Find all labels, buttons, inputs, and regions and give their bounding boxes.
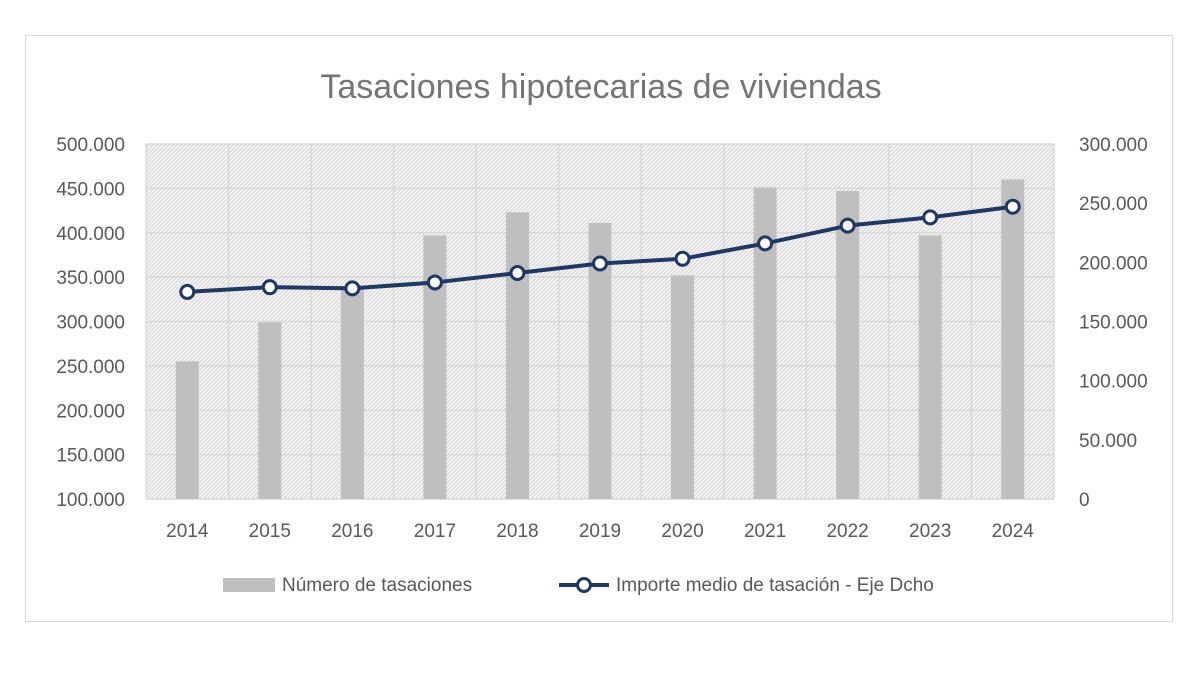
bar-2015: [258, 322, 282, 499]
y-right-tick-label: 0: [1079, 490, 1090, 511]
x-tick-label: 2022: [826, 521, 868, 542]
y-left-tick-label: 400.000: [56, 224, 125, 245]
y-right-tick-label: 200.000: [1079, 253, 1148, 274]
bar-2020: [671, 275, 695, 499]
y-right-tick-label: 150.000: [1079, 313, 1148, 334]
legend-line-label: Importe medio de tasación - Eje Dcho: [616, 575, 934, 596]
y-right-tick-label: 50.000: [1079, 431, 1137, 452]
x-tick-label: 2019: [579, 521, 621, 542]
chart-svg: Tasaciones hipotecarias de viviendas 100…: [56, 68, 1148, 596]
x-tick-label: 2014: [166, 521, 209, 542]
point-2018: [509, 264, 526, 281]
x-tick-label: 2024: [992, 521, 1035, 542]
bar-2021: [753, 187, 777, 500]
point-2016: [344, 280, 361, 297]
point-2019: [592, 255, 608, 272]
y-left-tick-label: 450.000: [56, 179, 125, 200]
y-left-tick-label: 100.000: [56, 490, 125, 511]
bar-2023: [918, 235, 942, 499]
x-tick-label: 2017: [414, 521, 456, 542]
x-tick-label: 2021: [744, 521, 786, 542]
bar-2014: [175, 361, 199, 499]
x-axis: 2014 2015 2016 2017 2018 2019 2020 2021 2022 2023…: [166, 521, 1034, 542]
point-2024: [1004, 198, 1021, 215]
point-2014: [179, 283, 196, 300]
point-2015: [261, 279, 278, 296]
bar-2022: [836, 191, 860, 499]
point-2021: [757, 235, 774, 252]
legend-bar-swatch: [223, 578, 275, 592]
bar-2016: [340, 286, 364, 499]
bar-series: [175, 179, 1025, 500]
y-left-tick-label: 350.000: [56, 268, 125, 289]
x-tick-label: 2023: [909, 521, 951, 542]
bar-2017: [423, 235, 447, 499]
line-series: [179, 198, 1021, 300]
y-right-tick-label: 300.000: [1079, 135, 1148, 156]
y-left-tick-label: 150.000: [56, 446, 125, 467]
chart-container: Tasaciones hipotecarias de viviendas 100…: [25, 35, 1173, 622]
legend-bar-label: Número de tasaciones: [282, 575, 472, 596]
y-left-tick-label: 250.000: [56, 357, 125, 378]
point-2020: [674, 250, 691, 267]
y-left-tick-label: 200.000: [56, 401, 125, 422]
y-axis-left: 100.000 150.000 200.000 250.000 300.000 350.0…: [56, 135, 125, 511]
bar-2018: [505, 212, 529, 499]
bar-2024: [1001, 179, 1025, 499]
point-2023: [922, 209, 939, 226]
bar-2019: [588, 222, 612, 500]
x-tick-label: 2016: [331, 521, 373, 542]
x-tick-label: 2015: [249, 521, 291, 542]
legend: Número de tasaciones Importe medio de ta…: [223, 575, 934, 596]
x-tick-label: 2018: [496, 521, 538, 542]
y-axis-right: 0 50.000 100.000 150.000 200.000 250.000 300.0…: [1079, 135, 1148, 511]
x-tick-label: 2020: [661, 521, 703, 542]
point-2022: [839, 217, 856, 234]
legend-line-marker: [576, 577, 592, 593]
y-left-tick-label: 500.000: [56, 135, 125, 156]
y-left-tick-label: 300.000: [56, 313, 125, 334]
y-right-tick-label: 250.000: [1079, 194, 1148, 215]
point-2017: [426, 274, 443, 291]
chart-title: Tasaciones hipotecarias de viviendas: [320, 68, 881, 106]
y-right-tick-label: 100.000: [1079, 372, 1148, 393]
